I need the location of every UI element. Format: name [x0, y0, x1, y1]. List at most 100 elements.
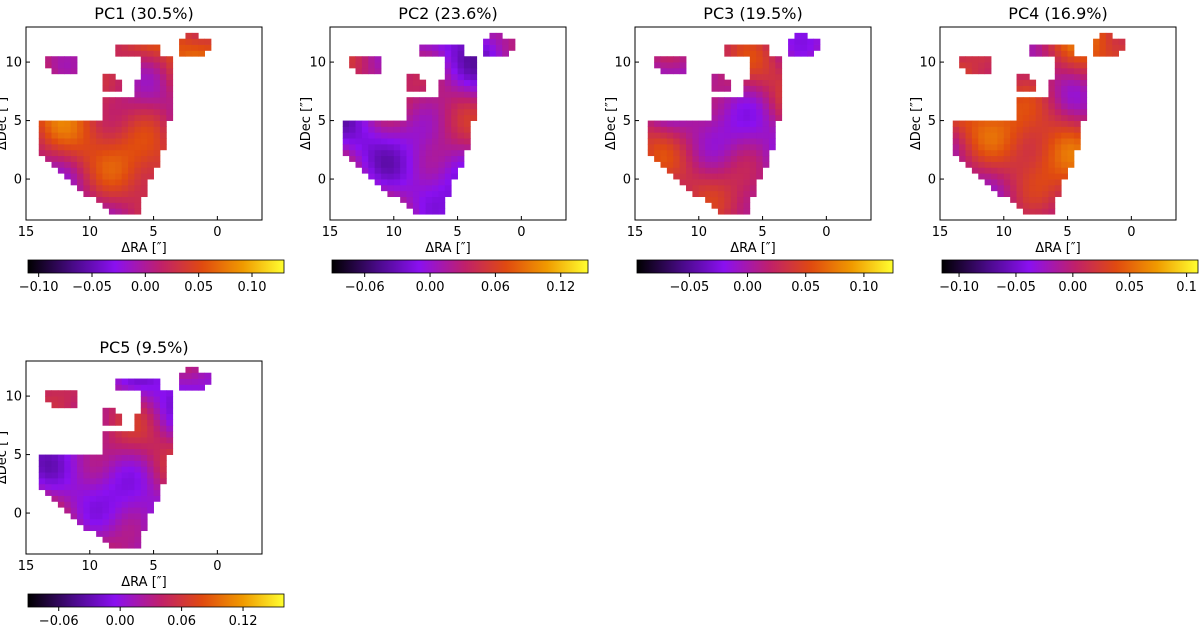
heatmap-cell — [147, 132, 154, 139]
heatmap-cell — [1010, 190, 1017, 198]
heatmap-cell — [57, 501, 65, 508]
heatmap-cell — [108, 507, 116, 514]
heatmap-cell — [768, 73, 776, 81]
heatmap-cell — [70, 390, 78, 397]
heatmap-cell — [134, 184, 142, 192]
heatmap-cell — [1048, 120, 1056, 127]
colorbar-tick-label: 0.05 — [184, 280, 213, 295]
heatmap-cell — [425, 143, 433, 151]
heatmap-cell — [743, 184, 751, 192]
heatmap-cell — [647, 126, 655, 133]
heatmap-cell — [997, 190, 1005, 198]
heatmap-cell — [147, 56, 154, 63]
heatmap-cell — [425, 149, 433, 157]
heatmap-cell — [1042, 173, 1049, 180]
heatmap-cell — [717, 202, 725, 209]
heatmap-cell — [724, 202, 732, 209]
heatmap-cell — [978, 56, 986, 63]
heatmap-cell — [406, 196, 414, 203]
heatmap-cell — [64, 120, 72, 127]
heatmap-cell — [89, 155, 97, 162]
heatmap-cell — [1003, 173, 1011, 180]
heatmap-cell — [159, 413, 167, 420]
heatmap-cell — [1105, 44, 1113, 51]
heatmap-cell — [451, 108, 458, 116]
heatmap-cell — [179, 378, 186, 385]
heatmap-cell — [425, 184, 433, 192]
heatmap-cell — [1067, 97, 1075, 104]
heatmap-cell — [412, 143, 420, 151]
heatmap-cell — [1048, 202, 1056, 209]
heatmap-cell — [1054, 179, 1062, 186]
heatmap-cell — [463, 91, 471, 98]
x-tick-label: 5 — [149, 559, 157, 574]
heatmap-cell — [89, 173, 97, 180]
heatmap-cell — [444, 167, 452, 174]
heatmap-cell — [756, 67, 763, 75]
heatmap-cell — [666, 56, 674, 63]
heatmap-cell — [768, 79, 776, 86]
heatmap-cell — [134, 477, 142, 485]
heatmap-cell — [140, 442, 148, 450]
heatmap-cell — [108, 413, 116, 420]
heatmap-cell — [952, 126, 960, 133]
heatmap-cell — [711, 103, 719, 110]
heatmap-cell — [419, 173, 427, 180]
heatmap-cell — [115, 155, 123, 162]
heatmap-cell — [128, 378, 135, 385]
heatmap-cell — [444, 138, 452, 145]
heatmap-cell — [140, 143, 148, 151]
heatmap-cell — [711, 173, 719, 180]
heatmap-cell — [451, 173, 458, 180]
heatmap-cell — [978, 161, 986, 168]
heatmap-cell — [115, 114, 123, 121]
x-tick-label: 0 — [1127, 225, 1135, 240]
heatmap-cell — [77, 466, 84, 473]
heatmap-cell — [412, 196, 420, 203]
heatmap-cell — [762, 161, 770, 168]
heatmap-cell — [984, 143, 992, 151]
panel-title: PC5 (9.5%) — [99, 338, 188, 357]
heatmap-cell — [83, 120, 91, 127]
heatmap-cell — [51, 495, 59, 502]
heatmap-cell — [1035, 149, 1043, 157]
heatmap-cell — [191, 366, 199, 374]
heatmap-cell — [438, 208, 446, 215]
heatmap-cell — [438, 50, 446, 57]
heatmap-cell — [756, 62, 763, 69]
heatmap-cell — [368, 120, 376, 127]
heatmap-cell — [1010, 161, 1017, 168]
heatmap-cell — [692, 173, 700, 180]
heatmap-cell — [70, 495, 78, 502]
heatmap-cell — [77, 477, 84, 485]
heatmap-cell — [115, 489, 123, 496]
heatmap-cell — [147, 454, 154, 461]
heatmap-cell — [1016, 85, 1024, 92]
heatmap-cell — [153, 67, 161, 75]
heatmap-cell — [108, 483, 116, 491]
heatmap-cell — [984, 138, 992, 145]
heatmap-cell — [495, 50, 503, 57]
heatmap-cell — [77, 167, 84, 174]
heatmap-cell — [1118, 44, 1126, 51]
heatmap-cell — [108, 108, 116, 116]
heatmap-cell — [342, 138, 350, 145]
heatmap-cell — [140, 179, 148, 186]
heatmap-cell — [647, 132, 655, 139]
heatmap-cell — [737, 132, 744, 139]
heatmap-cell — [108, 513, 116, 520]
heatmap-cell — [57, 390, 65, 397]
heatmap-cell — [984, 149, 992, 157]
heatmap-cell — [1042, 97, 1049, 104]
heatmap-cell — [730, 184, 738, 192]
heatmap-cell — [412, 120, 420, 127]
heatmap-cell — [147, 431, 154, 438]
heatmap-cell — [45, 138, 52, 145]
heatmap-cell — [1042, 114, 1049, 121]
heatmap-cell — [159, 425, 167, 432]
heatmap-cell — [654, 143, 661, 151]
heatmap-cell — [1003, 126, 1011, 133]
heatmap-cell — [166, 56, 174, 63]
heatmap-cell — [179, 50, 186, 57]
